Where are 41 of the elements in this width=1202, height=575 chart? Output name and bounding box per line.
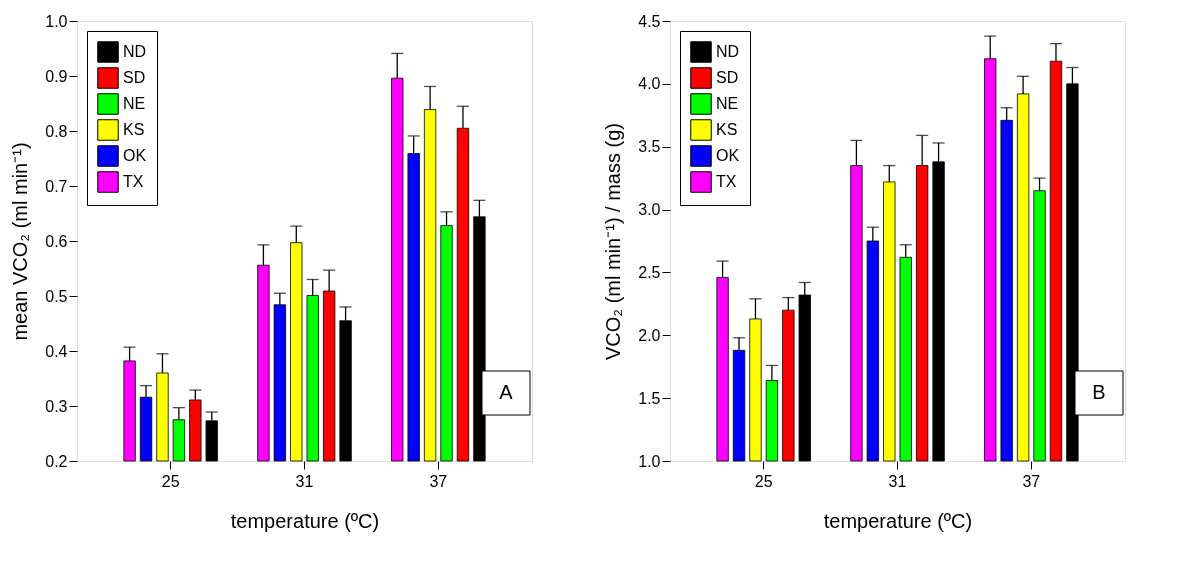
y-tick-label: 0.5 xyxy=(45,287,68,305)
legend-label: SD xyxy=(716,69,739,86)
y-tick-label: 2.0 xyxy=(638,326,661,344)
legend-label: OK xyxy=(716,147,740,164)
x-tick-label: 25 xyxy=(161,472,180,490)
x-axis-title: temperature (ºC) xyxy=(230,509,380,532)
y-tick-label: 3.5 xyxy=(638,138,661,156)
legend-label: KS xyxy=(716,121,738,138)
y-tick-label: 4.5 xyxy=(638,12,661,30)
legend-label: ND xyxy=(716,43,740,60)
x-axis-title: temperature (ºC) xyxy=(823,509,973,532)
y-tick-label: 4.0 xyxy=(638,75,661,93)
x-tick-label: 37 xyxy=(1022,472,1041,490)
x-tick-label: 31 xyxy=(295,472,314,490)
legend-label: OK xyxy=(123,147,147,164)
legend-label: TX xyxy=(716,173,737,190)
y-tick-label: 0.6 xyxy=(45,232,68,250)
y-tick-label: 0.8 xyxy=(45,122,68,140)
y-tick-label: 1.0 xyxy=(45,12,68,30)
x-tick-label: 37 xyxy=(429,472,448,490)
legend-label: ND xyxy=(123,43,147,60)
y-axis-title: VCO₂ (ml min⁻¹) / mass (g) xyxy=(602,123,625,360)
y-tick-label: 0.3 xyxy=(45,397,68,415)
legend-label: SD xyxy=(123,69,146,86)
annotation: B xyxy=(1092,381,1106,403)
y-tick-label: 0.4 xyxy=(45,342,68,360)
y-tick-label: 3.0 xyxy=(638,201,661,219)
legend-label: NE xyxy=(716,95,739,112)
legend-label: NE xyxy=(123,95,146,112)
y-tick-label: 0.7 xyxy=(45,177,68,195)
y-tick-label: 2.5 xyxy=(638,263,661,281)
legend-label: KS xyxy=(123,121,145,138)
x-tick-label: 25 xyxy=(754,472,773,490)
legend-label: TX xyxy=(123,173,144,190)
y-axis-title: mean VCO₂ (ml min⁻¹) xyxy=(9,142,32,341)
x-tick-label: 31 xyxy=(888,472,907,490)
y-tick-label: 0.9 xyxy=(45,67,68,85)
y-tick-label: 1.5 xyxy=(638,389,661,407)
annotation: A xyxy=(499,381,514,403)
y-tick-label: 0.2 xyxy=(45,452,68,470)
y-tick-label: 1.0 xyxy=(638,452,661,470)
